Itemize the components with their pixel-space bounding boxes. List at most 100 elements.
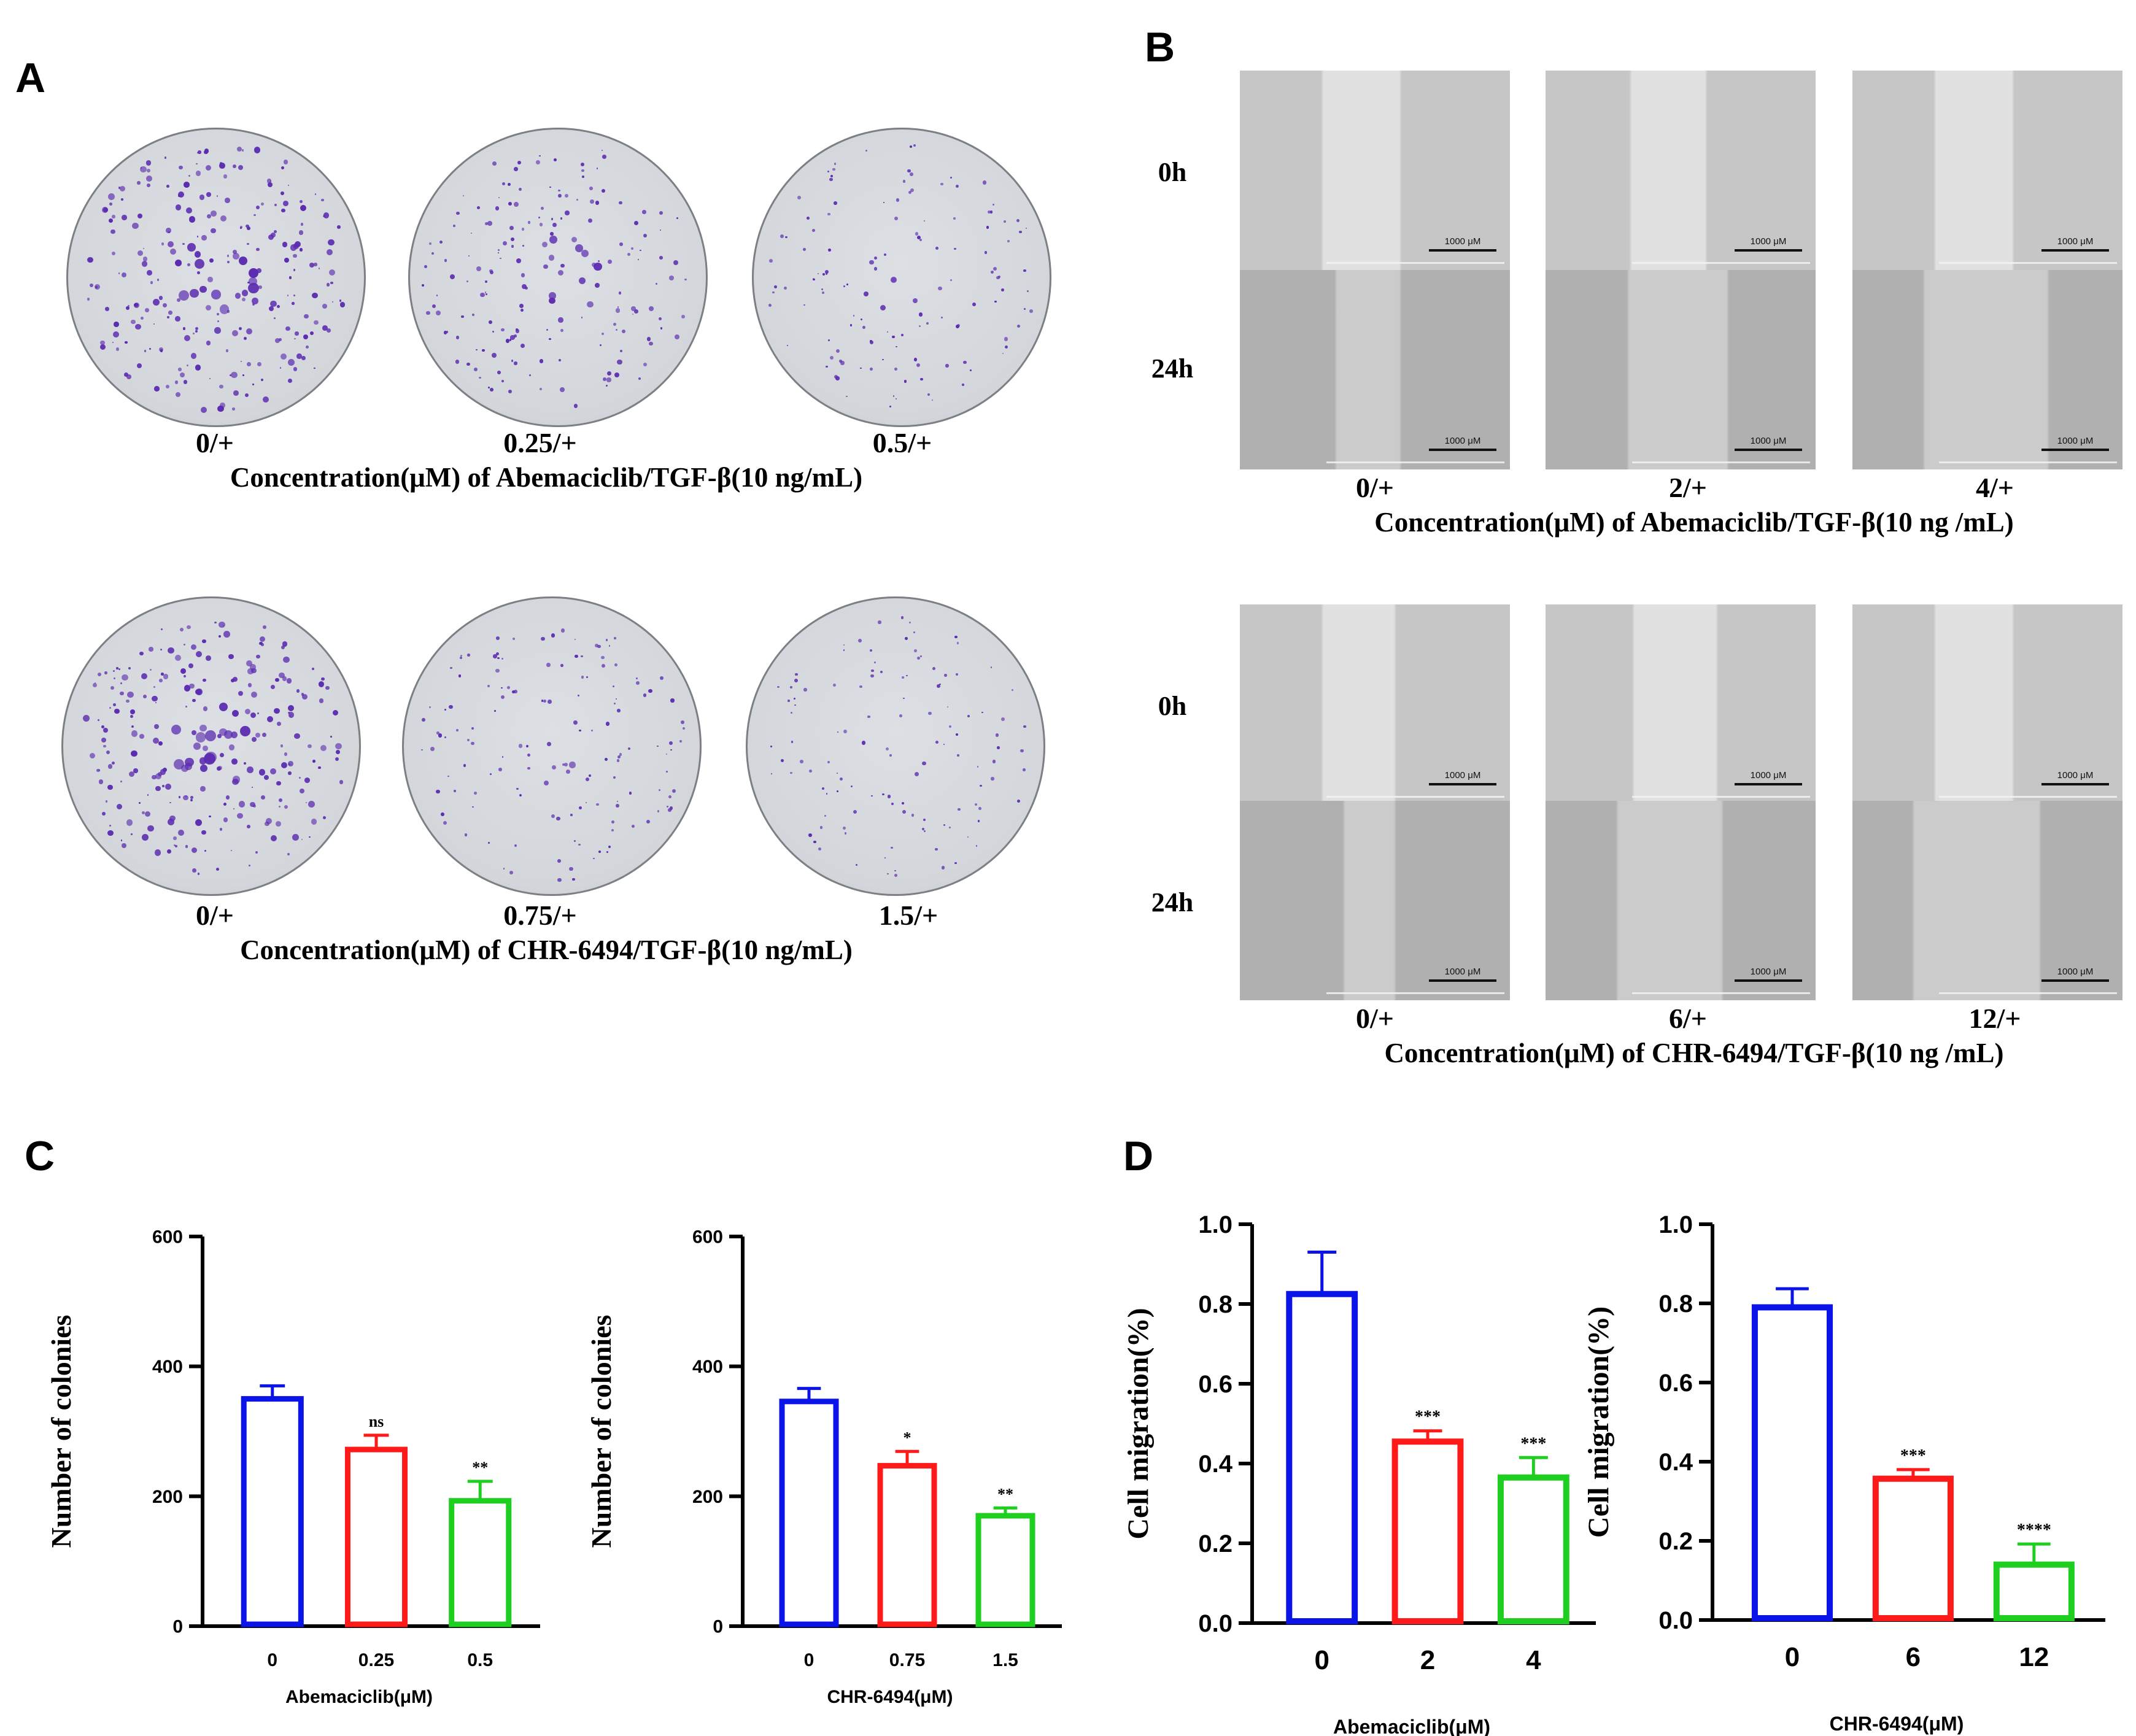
- colony-spot: [111, 251, 115, 255]
- colony-spot: [514, 844, 517, 847]
- colony-spot: [232, 776, 241, 784]
- colony-spot: [301, 838, 303, 841]
- colony-spot: [141, 317, 144, 320]
- colony-spot: [812, 228, 816, 232]
- colony-spot: [982, 180, 987, 185]
- colony-spot: [590, 730, 593, 732]
- colony-spot: [112, 215, 115, 218]
- colony-spot: [791, 712, 792, 714]
- colony-spot: [206, 341, 211, 345]
- colony-spot: [484, 291, 487, 293]
- colony-spot: [636, 681, 640, 685]
- colony-spot: [613, 636, 616, 639]
- colony-spot: [192, 698, 196, 702]
- colony-spot: [487, 684, 490, 687]
- colony-spot: [813, 840, 817, 844]
- colony-spot: [849, 324, 853, 326]
- colony-spot: [299, 777, 301, 779]
- colony-spot: [428, 706, 431, 708]
- colony-spot: [684, 278, 687, 281]
- colony-spot: [886, 331, 889, 333]
- colony-spot: [248, 865, 250, 867]
- colony-spot: [94, 682, 96, 684]
- colony-spot: [990, 210, 993, 214]
- colony-spot: [444, 736, 446, 738]
- colony-spot: [507, 686, 511, 690]
- colony-spot: [194, 251, 201, 258]
- colony-spot: [314, 193, 317, 195]
- colony-spot: [189, 288, 199, 298]
- colony-spot: [436, 731, 439, 735]
- colony-spot: [256, 247, 260, 251]
- colony-spot: [853, 315, 855, 317]
- colony-spot: [120, 781, 122, 782]
- colony-spot: [813, 278, 815, 281]
- colony-caption-chr: Concentration(μM) of CHR-6494/TGF-β(10 n…: [240, 935, 853, 965]
- colony-spot: [843, 285, 845, 288]
- colony-spot: [263, 625, 267, 629]
- colony-spot: [787, 700, 790, 702]
- colony-spot: [203, 678, 207, 682]
- colony-spot: [185, 845, 188, 848]
- colony-spot: [320, 744, 327, 752]
- colony-spot: [576, 198, 579, 201]
- colony-spot: [527, 221, 531, 224]
- colony-spot: [223, 802, 227, 806]
- x-axis-label: CHR-6494(μM): [827, 1687, 953, 1707]
- colony-spot: [836, 772, 838, 774]
- colony-spot: [899, 714, 903, 717]
- colony-spot: [880, 671, 883, 674]
- wound-image-tile: 1000 μM: [1852, 71, 2122, 270]
- colony-spot: [192, 332, 195, 335]
- colony-spot: [284, 752, 288, 756]
- colony-spot: [185, 705, 188, 708]
- colony-spot: [911, 814, 915, 817]
- colony-spot: [476, 349, 478, 351]
- wound-divider: [1326, 262, 1505, 264]
- colony-spot: [649, 341, 653, 346]
- colony-spot: [200, 406, 207, 413]
- colony-spot: [548, 700, 552, 704]
- colony-spot: [880, 304, 886, 311]
- scale-bar-label: 1000 μM: [1444, 770, 1481, 781]
- y-tick-label: 0.8: [1658, 1290, 1693, 1317]
- colony-spot: [157, 278, 160, 281]
- colony-spot: [923, 830, 926, 833]
- colony-spot: [1004, 220, 1007, 223]
- colony-spot: [139, 802, 141, 804]
- colony-spot: [107, 830, 114, 836]
- colony-spot: [501, 756, 503, 758]
- colony-spot: [938, 287, 942, 291]
- colony-spot: [219, 304, 230, 314]
- colony-spot: [281, 191, 284, 196]
- colony-spot: [214, 327, 221, 334]
- colony-spot: [926, 322, 929, 325]
- colony-spot: [549, 292, 556, 299]
- colony-spot: [246, 328, 253, 335]
- colony-spot: [480, 292, 485, 298]
- colony-spot: [317, 766, 321, 770]
- scale-bar: [2041, 979, 2109, 982]
- colony-spot: [174, 380, 179, 384]
- x-tick-label: 1.5: [993, 1650, 1018, 1670]
- colony-spot: [558, 194, 562, 198]
- colony-spot: [113, 677, 116, 679]
- colony-spot: [270, 300, 277, 307]
- colony-spot: [967, 836, 969, 838]
- colony-spot: [916, 236, 921, 240]
- colony-spot: [935, 847, 938, 851]
- colony-spot: [601, 655, 605, 660]
- colony-spot: [280, 744, 284, 747]
- colony-spot: [242, 374, 245, 377]
- colony-spot: [146, 169, 150, 173]
- scale-bar: [1735, 449, 1802, 451]
- colony-spot: [918, 325, 921, 327]
- colony-spot: [431, 304, 436, 309]
- colony-spot: [216, 312, 219, 315]
- colony-spot: [187, 263, 191, 266]
- colony-spot: [976, 845, 978, 847]
- colony-spot: [283, 159, 288, 164]
- colony-spot: [163, 303, 168, 307]
- colony-spot: [773, 285, 777, 289]
- colony-spot: [905, 637, 908, 640]
